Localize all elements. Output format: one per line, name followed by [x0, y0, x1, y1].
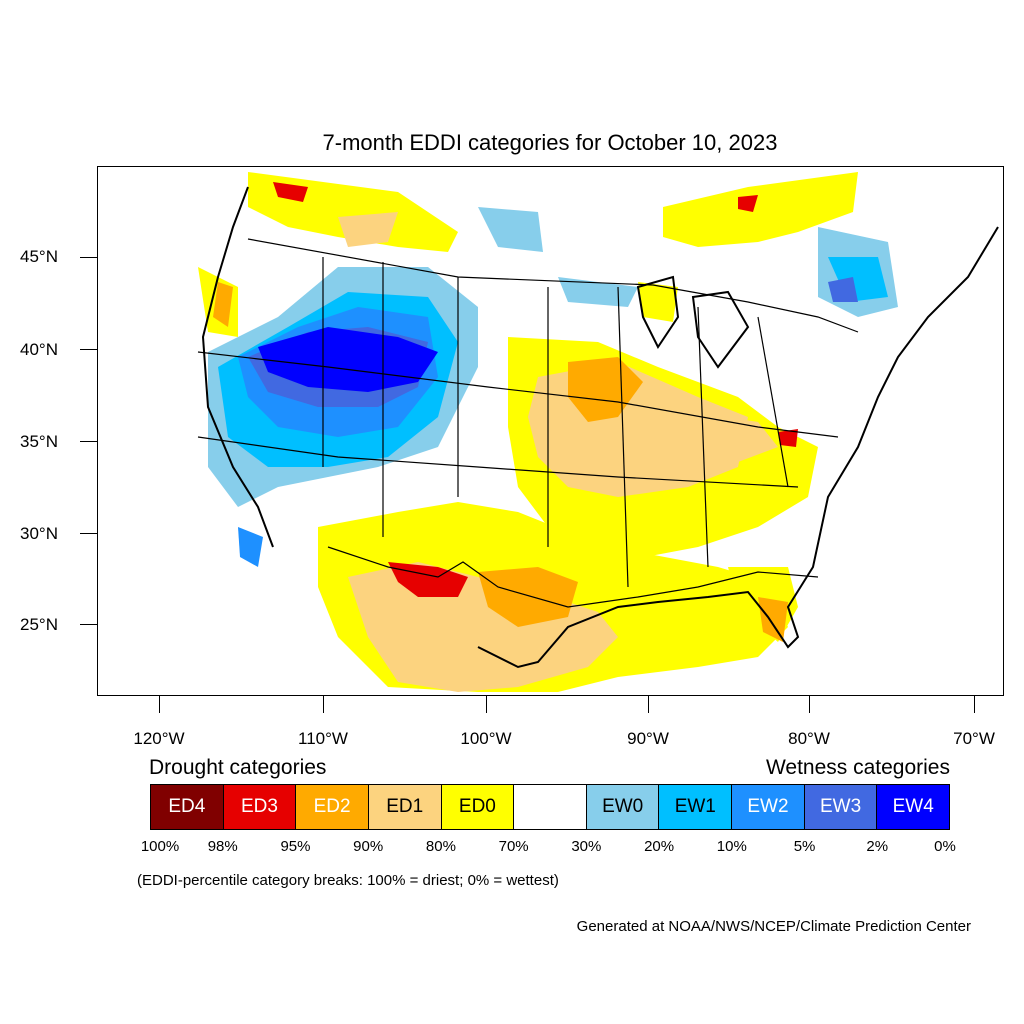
legend-swatch-ed1: ED1: [368, 785, 442, 829]
legend-swatch-ed4: ED4: [151, 785, 224, 829]
drought-heading: Drought categories: [149, 756, 327, 779]
percentile-break-label: 80%: [425, 838, 456, 855]
lon-label-110: 110°W: [298, 729, 348, 748]
legend-swatch-ew0: EW0: [586, 785, 660, 829]
lat-label-35: 35°N: [20, 432, 58, 451]
percentile-break-label: 20%: [644, 838, 675, 855]
category-note: (EDDI-percentile category breaks: 100% =…: [137, 872, 559, 889]
legend-swatch-ed3: ED3: [223, 785, 297, 829]
lon-label-80: 80°W: [788, 729, 830, 748]
legend-swatch-normal: [514, 785, 587, 829]
lon-tick: [159, 696, 160, 713]
eddi-map: [197, 172, 999, 692]
lat-tick: [80, 441, 97, 442]
map-title: 7-month EDDI categories for October 10, …: [322, 130, 778, 155]
percentile-break-label: 2%: [866, 838, 889, 855]
legend-swatch-ed0: ED0: [441, 785, 515, 829]
lon-label-120: 120°W: [133, 729, 185, 748]
category-legend: ED4 ED3 ED2 ED1 ED0 EW0 EW1 EW2 EW3 EW4: [150, 784, 950, 830]
percentile-break-label: 5%: [793, 838, 816, 855]
lon-tick: [809, 696, 810, 713]
lon-tick: [323, 696, 324, 713]
legend-swatch-ew3: EW3: [804, 785, 878, 829]
lat-tick: [80, 624, 97, 625]
wetness-heading: Wetness categories: [765, 756, 950, 779]
percentile-break-label: 98%: [207, 838, 238, 855]
lat-tick: [80, 349, 97, 350]
lat-label-40: 40°N: [20, 340, 58, 359]
lon-tick: [974, 696, 975, 713]
percentile-break-label: 90%: [353, 838, 384, 855]
legend-swatch-ew1: EW1: [659, 785, 733, 829]
coastline: [201, 186, 999, 669]
lat-tick: [80, 533, 97, 534]
percentile-break-label: 10%: [716, 838, 747, 855]
ew4-regions: [258, 327, 438, 392]
map-panel: [97, 166, 1004, 696]
lon-label-90: 90°W: [627, 729, 669, 748]
percentile-break-label: 30%: [571, 838, 602, 855]
credit-line: Generated at NOAA/NWS/NCEP/Climate Predi…: [576, 918, 971, 935]
legend-swatch-ew2: EW2: [732, 785, 805, 829]
ed2-regions: [213, 282, 788, 642]
percentile-break-label: 100%: [140, 838, 180, 855]
lon-label-70: 70°W: [953, 729, 995, 748]
lon-tick: [648, 696, 649, 713]
percentile-break-label: 95%: [280, 838, 311, 855]
percentile-break-label: 0%: [934, 838, 956, 855]
lon-label-100: 100°W: [460, 729, 512, 748]
lat-tick: [80, 257, 97, 258]
state-boundaries: [197, 238, 859, 608]
lon-tick: [486, 696, 487, 713]
lat-label-45: 45°N: [20, 247, 58, 266]
legend-swatch-ed2: ED2: [296, 785, 369, 829]
lat-label-30: 30°N: [20, 524, 58, 543]
legend-swatch-ew4: EW4: [877, 785, 950, 829]
lat-label-25: 25°N: [20, 615, 58, 634]
percentile-break-label: 70%: [498, 838, 529, 855]
